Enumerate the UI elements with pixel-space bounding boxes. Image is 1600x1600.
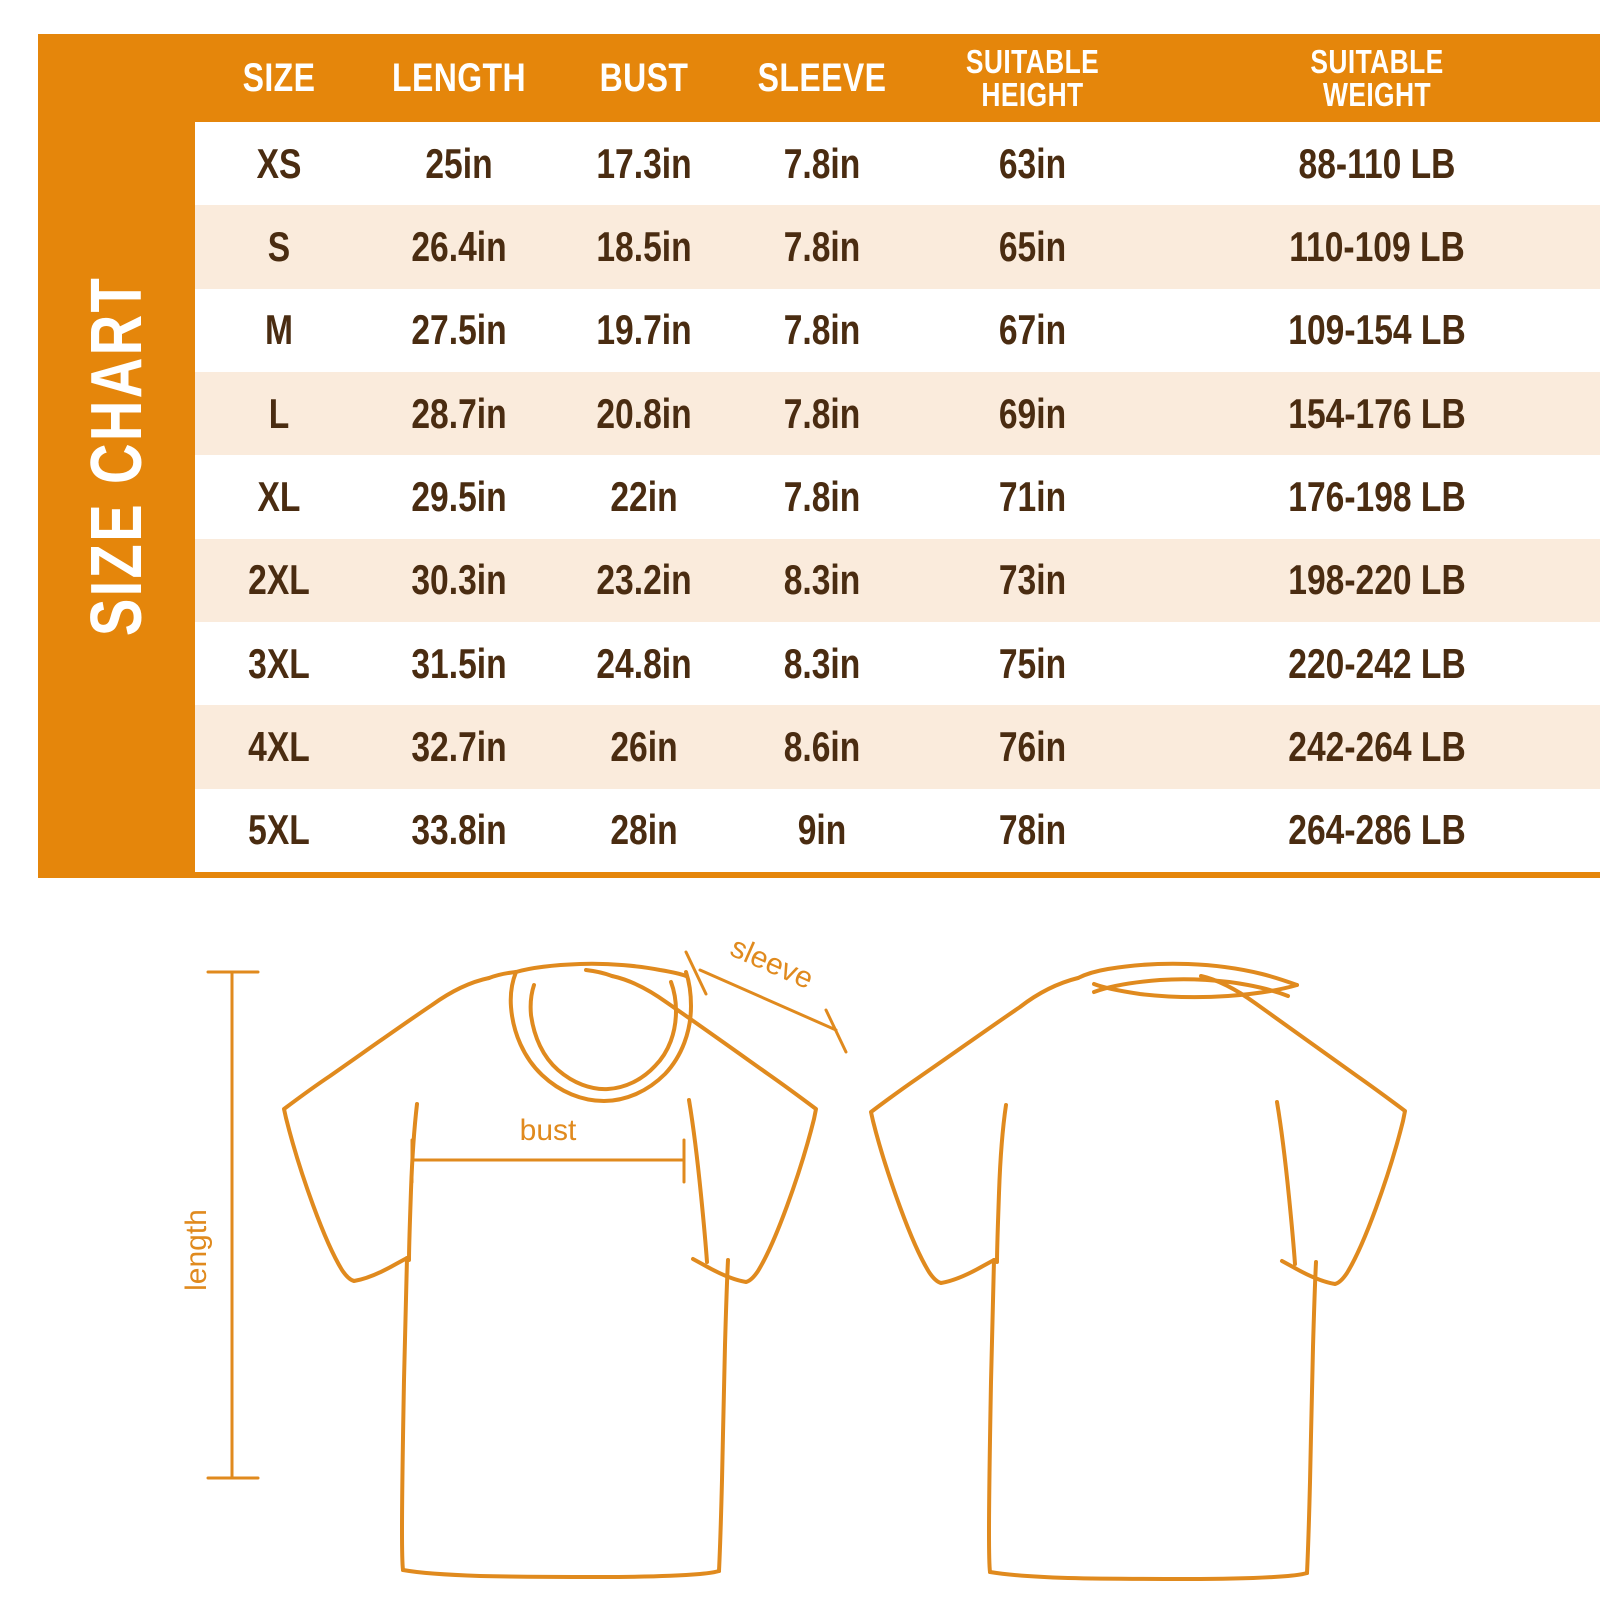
cell-size: 4XL (248, 722, 310, 770)
table-row: 2XL 30.3in 23.2in 8.3in 73in 198-220 LB (195, 538, 1600, 622)
cell-size: XS (256, 139, 302, 187)
header-line-1: SUITABLE (1310, 43, 1444, 80)
cell-size: M (265, 306, 293, 354)
cell-suitable-weight: 88-110 LB (1298, 139, 1456, 187)
table-row: 3XL 31.5in 24.8in 8.3in 75in 220-242 LB (195, 621, 1600, 706)
header-line-1: SUITABLE (965, 43, 1100, 80)
sleeve-dimension-line (684, 950, 848, 1054)
column-header-bust: BUST (599, 55, 689, 100)
cell-size: 3XL (248, 639, 310, 687)
cell-suitable-height: 71in (998, 472, 1067, 520)
cell-sleeve: 9in (797, 806, 847, 854)
tshirt-front-outline (282, 961, 818, 1579)
cell-suitable-height: 73in (998, 556, 1067, 604)
table-body: XS 25in 17.3in 7.8in 63in 88-110 LB S 26.4in 18.… (195, 122, 1600, 872)
cell-sleeve: 8.3in (783, 556, 861, 604)
cell-bust: 20.8in (596, 389, 692, 437)
table-row: 4XL 32.7in 26in 8.6in 76in 242-264 LB (195, 705, 1600, 789)
cell-size: 2XL (248, 556, 310, 604)
cell-length: 26.4in (411, 222, 507, 270)
cell-suitable-height: 63in (998, 139, 1067, 187)
cell-sleeve: 7.8in (783, 389, 861, 437)
cell-size: 5XL (248, 806, 310, 854)
cell-size: L (268, 389, 290, 437)
cell-length: 27.5in (411, 306, 507, 354)
cell-suitable-weight: 264-286 LB (1288, 806, 1466, 854)
cell-bust: 18.5in (596, 222, 692, 270)
cell-suitable-height: 76in (998, 722, 1067, 770)
cell-suitable-weight: 198-220 LB (1288, 556, 1466, 604)
length-dimension-line (206, 970, 260, 1480)
bust-label: bust (520, 1114, 577, 1147)
bust-dimension-line (410, 1138, 686, 1184)
cell-length: 32.7in (411, 722, 507, 770)
cell-length: 33.8in (411, 806, 507, 854)
table-row: S 26.4in 18.5in 7.8in 65in 110-109 LB (195, 205, 1600, 289)
length-label: length (180, 1209, 213, 1291)
cell-suitable-height: 69in (998, 389, 1067, 437)
header-line-2: HEIGHT (981, 76, 1084, 113)
tshirt-diagram: length bust sleeve (0, 890, 1600, 1600)
cell-suitable-height: 78in (998, 806, 1067, 854)
cell-bust: 24.8in (596, 639, 692, 687)
cell-sleeve: 8.3in (783, 639, 861, 687)
column-header-size: SIZE (242, 55, 316, 100)
table-row: M 27.5in 19.7in 7.8in 67in 109-154 LB (195, 288, 1600, 372)
cell-suitable-weight: 110-109 LB (1289, 222, 1465, 270)
column-header-length: LENGTH (392, 55, 526, 100)
cell-suitable-weight: 242-264 LB (1288, 722, 1466, 770)
column-header-suitable-height: SUITABLE HEIGHT (935, 45, 1129, 111)
cell-sleeve: 7.8in (783, 139, 861, 187)
cell-sleeve: 7.8in (783, 472, 861, 520)
cell-length: 28.7in (411, 389, 507, 437)
table-row: L 28.7in 20.8in 7.8in 69in 154-176 LB (195, 371, 1600, 456)
header-line-2: WEIGHT (1323, 76, 1431, 113)
cell-length: 29.5in (411, 472, 507, 520)
table-row: XS 25in 17.3in 7.8in 63in 88-110 LB (195, 122, 1600, 206)
cell-suitable-height: 65in (998, 222, 1067, 270)
cell-sleeve: 8.6in (783, 722, 861, 770)
cell-suitable-weight: 176-198 LB (1288, 472, 1466, 520)
tshirt-back-outline (869, 961, 1407, 1581)
cell-bust: 23.2in (596, 556, 692, 604)
cell-size: XL (257, 472, 301, 520)
table-header-row: SIZE LENGTH BUST SLEEVE SUITABLE HEIGHT … (38, 34, 1600, 122)
cell-suitable-weight: 109-154 LB (1288, 306, 1466, 354)
cell-sleeve: 7.8in (783, 222, 861, 270)
cell-bust: 19.7in (596, 306, 692, 354)
table-row: 5XL 33.8in 28in 9in 78in 264-286 LB (195, 788, 1600, 872)
cell-sleeve: 7.8in (783, 306, 861, 354)
size-chart-title-bar: SIZE CHART (38, 34, 195, 878)
cell-suitable-height: 75in (998, 639, 1067, 687)
cell-bust: 28in (610, 806, 678, 854)
cell-suitable-weight: 154-176 LB (1288, 389, 1466, 437)
cell-length: 31.5in (411, 639, 507, 687)
column-header-suitable-weight: SUITABLE WEIGHT (1199, 45, 1556, 111)
cell-bust: 22in (610, 472, 678, 520)
cell-bust: 17.3in (596, 139, 692, 187)
cell-length: 30.3in (411, 556, 507, 604)
column-header-sleeve: SLEEVE (757, 55, 887, 100)
cell-length: 25in (425, 139, 493, 187)
cell-bust: 26in (610, 722, 678, 770)
cell-size: S (267, 222, 291, 270)
size-chart-table: SIZE CHART SIZE LENGTH BUST SLEEVE SUITA… (38, 34, 1600, 878)
table-row: XL 29.5in 22in 7.8in 71in 176-198 LB (195, 455, 1600, 539)
cell-suitable-weight: 220-242 LB (1288, 639, 1466, 687)
table-bottom-border (38, 872, 1600, 878)
page-title: SIZE CHART (76, 275, 157, 637)
cell-suitable-height: 67in (998, 306, 1067, 354)
